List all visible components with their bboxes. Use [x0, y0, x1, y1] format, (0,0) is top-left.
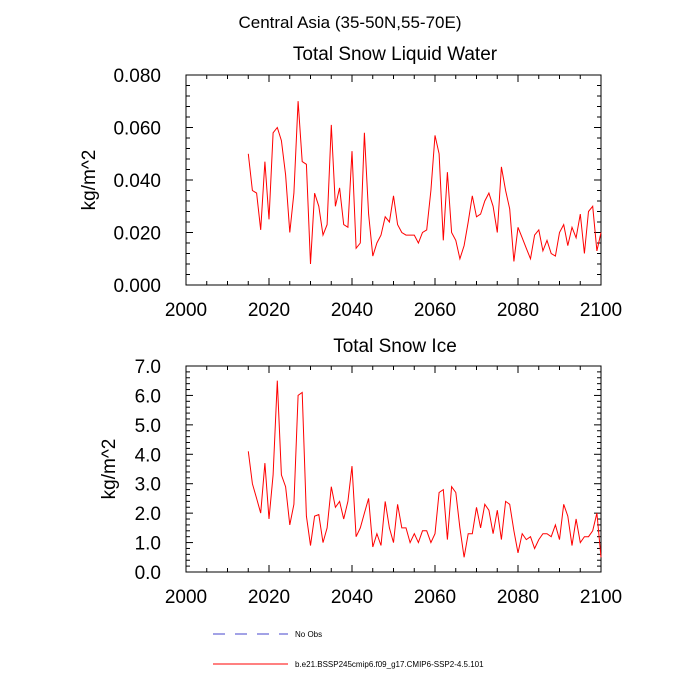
legend-label-no-obs: No Obs [295, 630, 322, 639]
y-tick-label-swl: 0.000 [113, 276, 161, 297]
x-tick-label-ice: 2060 [414, 587, 456, 608]
x-tick-label-swl: 2020 [248, 300, 290, 321]
y-tick-label-ice: 4.0 [135, 445, 161, 466]
x-tick-label-swl: 2080 [497, 300, 539, 321]
y-tick-label-ice: 2.0 [135, 504, 161, 525]
y-tick-label-ice: 0.0 [135, 563, 161, 584]
panel-snow-liquid-water: Total Snow Liquid Water kg/m^2 2000 2020 2… [79, 44, 622, 321]
legend: No Obs b.e21.BSSP245cmip6.f09_g17.CMIP6-… [213, 630, 484, 669]
y-tick-label-ice: 7.0 [135, 357, 161, 378]
y-axis-label-snow-ice: kg/m^2 [99, 439, 120, 500]
y-tick-label-swl: 0.020 [113, 224, 161, 245]
y-tick-label-ice: 6.0 [135, 386, 161, 407]
y-tick-label-swl: 0.060 [113, 119, 161, 140]
y-tick-label-ice: 3.0 [135, 475, 161, 496]
x-tick-label-ice: 2080 [497, 587, 539, 608]
x-tick-label-ice: 2100 [580, 587, 622, 608]
x-tick-label-swl: 2040 [331, 300, 373, 321]
legend-label-model: b.e21.BSSP245cmip6.f09_g17.CMIP6-SSP2-4.… [295, 660, 484, 669]
y-tick-label-swl: 0.040 [113, 171, 161, 192]
x-tick-label-ice: 2020 [248, 587, 290, 608]
series-line-swl [247, 101, 602, 265]
x-tick-label-ice: 2040 [331, 587, 373, 608]
plot-frame-swl [185, 74, 602, 286]
panel-title-snow-ice: Total Snow Ice [333, 336, 457, 357]
panel-snow-ice: Total Snow Ice kg/m^2 2000 2020 2040 2060 20… [99, 336, 622, 608]
y-axis-label-snow-liquid-water: kg/m^2 [79, 150, 100, 211]
x-tick-label-swl: 2100 [580, 300, 622, 321]
y-tick-label-ice: 5.0 [135, 416, 161, 437]
panel-title-snow-liquid-water: Total Snow Liquid Water [293, 44, 498, 65]
y-tick-label-swl: 0.080 [113, 66, 161, 87]
series-line-ice [247, 380, 602, 558]
suptitle: Central Asia (35-50N,55-70E) [238, 13, 461, 32]
x-tick-label-ice: 2000 [165, 587, 207, 608]
y-tick-label-ice: 1.0 [135, 534, 161, 555]
x-tick-label-swl: 2060 [414, 300, 456, 321]
x-tick-label-swl: 2000 [165, 300, 207, 321]
